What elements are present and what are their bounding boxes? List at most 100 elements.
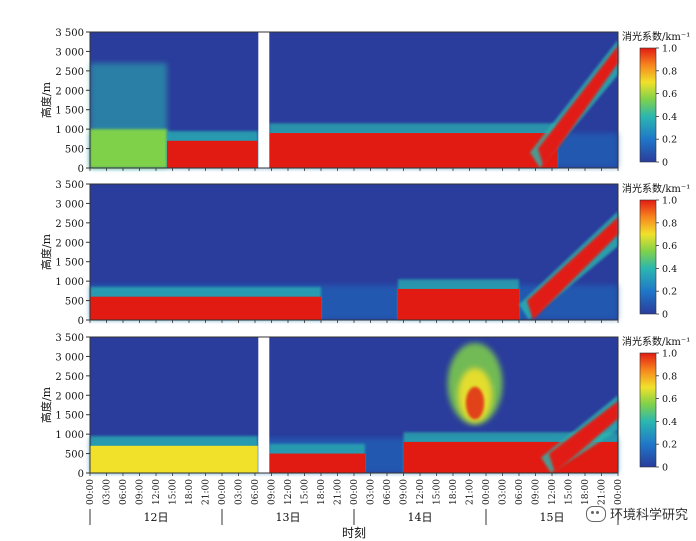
y-tick-label: 2 500 [55, 372, 84, 383]
x-tick-label: 09:00 [400, 479, 410, 505]
x-tick-label: 03:00 [235, 479, 245, 505]
day-label: 14日 [408, 511, 433, 524]
colorbar-tick-label: 0.8 [662, 218, 677, 229]
layer-4 [549, 401, 618, 473]
day-label: 13日 [276, 511, 301, 524]
watermark-text: 环境科学研究 [609, 508, 688, 523]
y-tick-label: 500 [65, 450, 84, 461]
y-tick-label: 3 000 [55, 352, 84, 363]
layer-2 [269, 133, 558, 168]
colorbar-tick-label: 1.0 [662, 196, 677, 207]
y-tick-label: 1 000 [55, 125, 84, 136]
panel-1: 0 500 1 000 1 500 2 000 2 500 3 000 3 500 高度/m 消光… [39, 28, 690, 175]
y-tick-label: 3 500 [55, 180, 84, 191]
colorbar-tick-label: 0.4 [662, 112, 677, 123]
colorbar-title: 消光系数/km⁻¹ [622, 30, 690, 43]
colorbar-tick-label: 0.6 [662, 89, 677, 100]
x-tick-label: 03:00 [103, 479, 113, 505]
x-tick-label: 00:00 [614, 479, 624, 505]
x-tick-label: 18:00 [185, 479, 195, 505]
colorbar-tick-label: 0.4 [662, 264, 677, 275]
layer-3 [538, 45, 618, 168]
layer-0 [90, 445, 258, 473]
layer-2 [527, 217, 618, 320]
x-tick-label: 03:00 [499, 479, 509, 505]
layer-1 [167, 140, 258, 168]
x-tick-label: 18:00 [317, 479, 327, 505]
x-tick-label: 21:00 [334, 479, 344, 505]
colorbar-tick-label: 1.0 [662, 349, 677, 360]
day-label: 15日 [540, 511, 565, 524]
x-tick-label: 06:00 [515, 479, 525, 505]
y-tick-label: 1 500 [55, 411, 84, 422]
colorbar [639, 47, 657, 163]
y-tick-label: 500 [65, 297, 84, 308]
y-axis-label: 高度/m [39, 386, 53, 423]
y-tick-label: 1 500 [55, 106, 84, 117]
y-tick-label: 1 000 [55, 430, 84, 441]
watermark: 环境科学研究 [585, 504, 688, 523]
colorbar-tick-label: 0.2 [662, 135, 677, 146]
colorbar-tick-label: 0.4 [662, 417, 677, 428]
colorbar-tick-label: 0 [662, 463, 668, 474]
colorbar-tick-label: 0.8 [662, 66, 677, 77]
data-gap [258, 337, 270, 473]
x-tick-label: 12:00 [548, 479, 558, 505]
colorbar-tick-label: 0.2 [662, 287, 677, 298]
y-tick-label: 1 500 [55, 258, 84, 269]
x-tick-label: 09:00 [136, 479, 146, 505]
x-tick-label: 15:00 [433, 479, 443, 505]
layer-1 [269, 453, 365, 473]
x-tick-label: 15:00 [169, 479, 179, 505]
panel-2: 0 500 1 000 1 500 2 000 2 500 3 000 3 500 高度/m 消光… [39, 180, 690, 327]
colorbar-tick-label: 0.2 [662, 440, 677, 451]
x-tick-label: 06:00 [383, 479, 393, 505]
y-tick-label: 0 [78, 164, 84, 175]
x-tick-label: 09:00 [268, 479, 278, 505]
y-tick-label: 2 500 [55, 67, 84, 78]
x-tick-label: 12:00 [152, 479, 162, 505]
x-tick-label: 09:00 [532, 479, 542, 505]
y-tick-label: 3 500 [55, 28, 84, 39]
colorbar-tick-label: 0.6 [662, 394, 677, 405]
colorbar-tick-label: 0.8 [662, 371, 677, 382]
y-tick-label: 2 500 [55, 219, 84, 230]
colorbar-tick-label: 0 [662, 310, 668, 321]
colorbar [639, 352, 657, 468]
y-tick-label: 2 000 [55, 86, 84, 97]
x-tick-label: 12:00 [284, 479, 294, 505]
colorbar-title: 消光系数/km⁻¹ [622, 335, 690, 348]
x-tick-label: 03:00 [367, 479, 377, 505]
y-axis-label: 高度/m [39, 233, 53, 270]
layer-0 [90, 129, 167, 168]
x-tick-label: 18:00 [581, 479, 591, 505]
x-tick-label: 00:00 [218, 479, 228, 505]
y-tick-label: 2 000 [55, 391, 84, 402]
x-tick-label: 06:00 [119, 479, 129, 505]
x-tick-label: 00:00 [86, 479, 96, 505]
colorbar [639, 199, 657, 315]
day-label: 12日 [144, 511, 169, 524]
y-tick-label: 2 000 [55, 238, 84, 249]
x-tick-label: 21:00 [202, 479, 212, 505]
wechat-icon [585, 505, 606, 522]
layer-0 [90, 296, 321, 320]
x-tick-label: 12:00 [416, 479, 426, 505]
y-tick-label: 3 000 [55, 47, 84, 58]
x-tick-label: 18:00 [449, 479, 459, 505]
x-tick-label: 15:00 [301, 479, 311, 505]
x-tick-label: 06:00 [251, 479, 261, 505]
colorbar-title: 消光系数/km⁻¹ [622, 182, 690, 195]
y-axis-label: 高度/m [39, 81, 53, 118]
colorbar-tick-label: 0 [662, 158, 668, 169]
x-tick-label: 21:00 [598, 479, 608, 505]
x-tick-label: 15:00 [565, 479, 575, 505]
x-tick-label: 21:00 [466, 479, 476, 505]
colorbar-tick-label: 0.6 [662, 241, 677, 252]
y-tick-label: 0 [78, 469, 84, 480]
x-tick-label: 00:00 [482, 479, 492, 505]
y-tick-label: 0 [78, 316, 84, 327]
y-tick-label: 500 [65, 145, 84, 156]
y-tick-label: 1 000 [55, 277, 84, 288]
